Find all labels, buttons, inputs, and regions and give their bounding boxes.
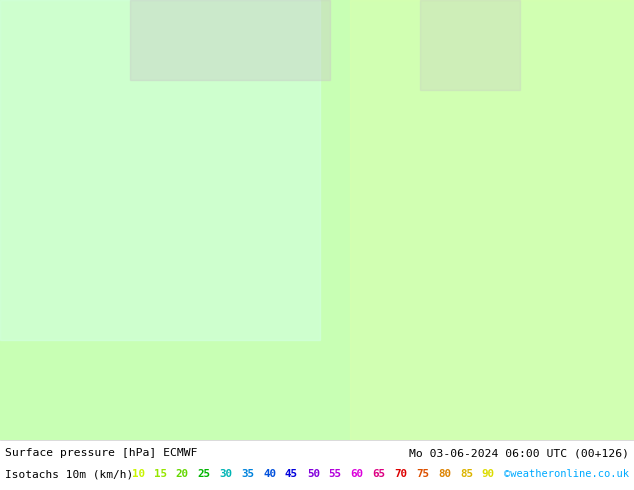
Text: 30: 30 — [219, 469, 233, 479]
Bar — [0, 0, 320, 340]
Bar — [350, 0, 634, 440]
Text: 60: 60 — [351, 469, 364, 479]
Text: 45: 45 — [285, 469, 298, 479]
Text: 70: 70 — [394, 469, 408, 479]
Text: 35: 35 — [241, 469, 254, 479]
Text: 80: 80 — [438, 469, 451, 479]
Text: ©weatheronline.co.uk: ©weatheronline.co.uk — [504, 469, 629, 479]
Text: 65: 65 — [373, 469, 385, 479]
Text: Surface pressure [hPa] ECMWF: Surface pressure [hPa] ECMWF — [5, 448, 198, 458]
Text: Isotachs 10m (km/h): Isotachs 10m (km/h) — [5, 469, 140, 479]
Text: 20: 20 — [176, 469, 189, 479]
Text: Mo 03-06-2024 06:00 UTC (00+126): Mo 03-06-2024 06:00 UTC (00+126) — [409, 448, 629, 458]
Text: 90: 90 — [482, 469, 495, 479]
Text: 15: 15 — [153, 469, 167, 479]
Text: 40: 40 — [263, 469, 276, 479]
Text: 75: 75 — [416, 469, 429, 479]
Text: 55: 55 — [328, 469, 342, 479]
Text: 25: 25 — [197, 469, 210, 479]
Bar — [130, 0, 330, 80]
Text: 10: 10 — [132, 469, 145, 479]
Text: 50: 50 — [307, 469, 320, 479]
Bar — [420, 0, 520, 90]
Text: 85: 85 — [460, 469, 473, 479]
